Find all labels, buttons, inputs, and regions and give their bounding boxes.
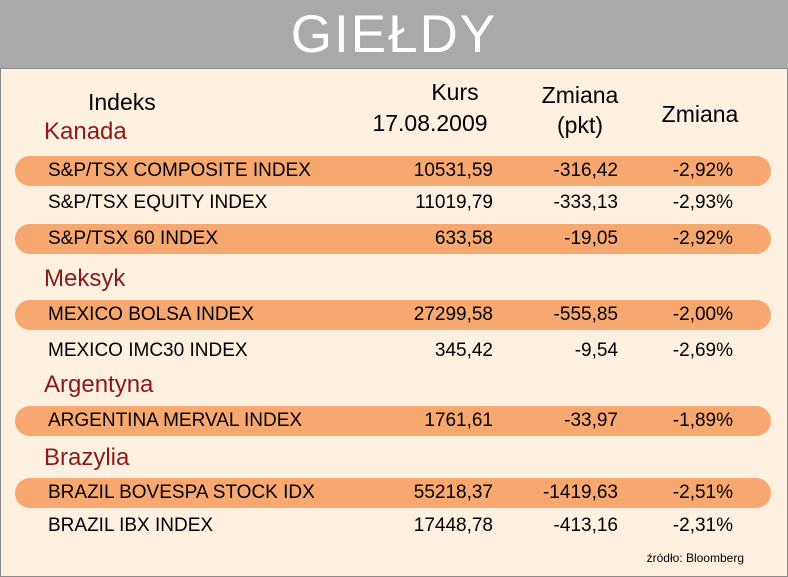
row-highlight-band bbox=[15, 224, 771, 254]
change-pct-value: -2,31% bbox=[672, 515, 733, 536]
source-note: źródło: Bloomberg bbox=[646, 551, 744, 565]
index-name: S&P/TSX COMPOSITE INDEX bbox=[48, 160, 311, 181]
index-name: BRAZIL BOVESPA STOCK IDX bbox=[48, 482, 315, 503]
index-name: S&P/TSX 60 INDEX bbox=[48, 228, 219, 249]
header-kurs-date: 17.08.2009 bbox=[372, 110, 488, 136]
page-title: GIEŁDY bbox=[290, 5, 498, 64]
row-highlight-band bbox=[15, 406, 771, 436]
table-row: ARGENTINA MERVAL INDEX 1761,61 -33,97 -1,89… bbox=[0, 406, 788, 436]
table-row: BRAZIL IBX INDEX 17448,78 -413,16 -2,31% bbox=[0, 511, 788, 541]
change-pts-value: -413,16 bbox=[553, 515, 618, 536]
change-pts-value: -9,54 bbox=[574, 340, 618, 361]
change-pct-value: -1,89% bbox=[672, 410, 733, 431]
table-row: S&P/TSX 60 INDEX 633,58 -19,05 -2,92% bbox=[0, 224, 788, 254]
row-highlight-band bbox=[15, 156, 771, 186]
kurs-value: 27299,58 bbox=[413, 304, 493, 325]
change-pts-value: -33,97 bbox=[564, 410, 618, 431]
header-kurs-label: Kurs bbox=[431, 79, 479, 105]
change-pct-value: -2,92% bbox=[672, 160, 733, 181]
kurs-value: 345,42 bbox=[434, 340, 493, 361]
country-label: Kanada bbox=[44, 118, 127, 145]
change-pts-value: -333,13 bbox=[553, 192, 618, 213]
table-row: S&P/TSX COMPOSITE INDEX 10531,59 -316,42 -2… bbox=[0, 156, 788, 186]
table-row: MEXICO BOLSA INDEX 27299,58 -555,85 -2,00% bbox=[0, 300, 788, 330]
country-label: Argentyna bbox=[44, 371, 154, 398]
row-highlight-band bbox=[15, 300, 771, 330]
header-change-pct: Zmiana bbox=[661, 101, 739, 127]
change-pts-value: -19,05 bbox=[564, 228, 618, 249]
change-pct-value: -2,93% bbox=[672, 192, 733, 213]
kurs-value: 55218,37 bbox=[413, 482, 493, 503]
change-pct-value: -2,51% bbox=[672, 482, 733, 503]
table-row: MEXICO IMC30 INDEX 345,42 -9,54 -2,69% bbox=[0, 336, 788, 366]
header-change-pts-label: Zmiana bbox=[541, 82, 619, 108]
index-name: ARGENTINA MERVAL INDEX bbox=[48, 410, 303, 431]
title-bar: GIEŁDY bbox=[0, 0, 788, 69]
change-pct-value: -2,92% bbox=[672, 228, 733, 249]
country-label: Meksyk bbox=[44, 265, 126, 292]
index-name: MEXICO IMC30 INDEX bbox=[48, 340, 248, 361]
header-change-pts-unit: (pkt) bbox=[557, 112, 603, 138]
kurs-value: 1761,61 bbox=[424, 410, 493, 431]
change-pts-value: -316,42 bbox=[553, 160, 618, 181]
kurs-value: 11019,79 bbox=[415, 192, 493, 213]
change-pts-value: -1419,63 bbox=[542, 482, 618, 503]
index-name: BRAZIL IBX INDEX bbox=[48, 515, 214, 536]
index-name: MEXICO BOLSA INDEX bbox=[48, 304, 254, 325]
change-pct-value: -2,69% bbox=[672, 340, 733, 361]
table-row: S&P/TSX EQUITY INDEX 11019,79 -333,13 -2,93… bbox=[0, 188, 788, 218]
row-highlight-band bbox=[15, 478, 771, 508]
change-pct-value: -2,00% bbox=[672, 304, 733, 325]
country-label: Brazylia bbox=[44, 444, 130, 471]
kurs-value: 17448,78 bbox=[413, 515, 493, 536]
table-row: BRAZIL BOVESPA STOCK IDX 55218,37 -1419,63… bbox=[0, 478, 788, 508]
change-pts-value: -555,85 bbox=[553, 304, 618, 325]
kurs-value: 10531,59 bbox=[413, 160, 493, 181]
header-index: Indeks bbox=[88, 89, 156, 115]
kurs-value: 633,58 bbox=[434, 228, 493, 249]
index-name: S&P/TSX EQUITY INDEX bbox=[48, 192, 268, 213]
